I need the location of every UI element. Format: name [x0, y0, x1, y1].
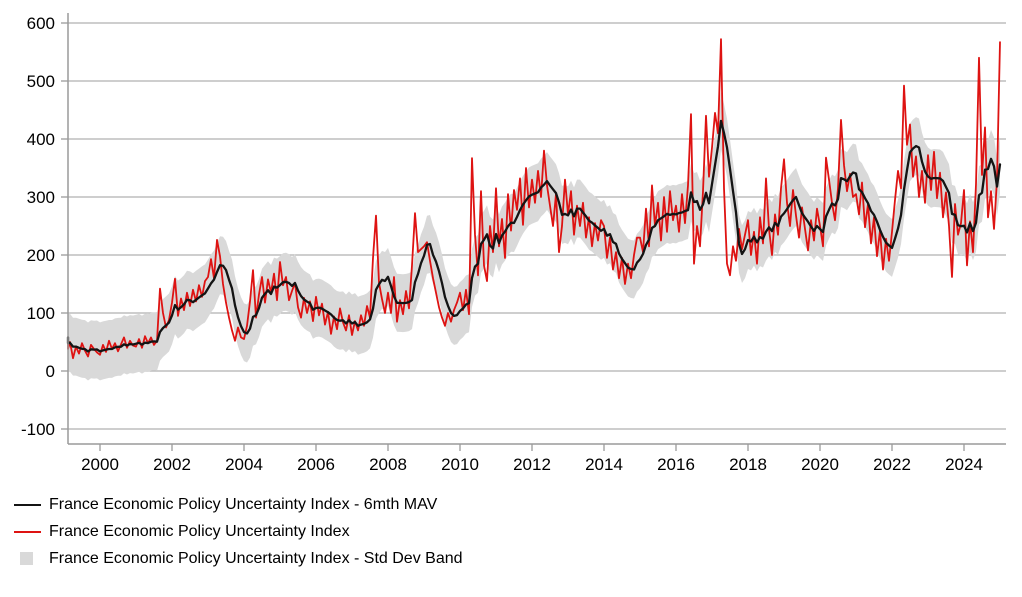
- x-tick-label: 2004: [225, 455, 263, 474]
- epu-index-line: [67, 38, 1001, 360]
- y-tick-label: 400: [27, 130, 55, 149]
- x-tick-label: 2006: [297, 455, 335, 474]
- x-tick-label: 2000: [81, 455, 119, 474]
- x-tick-label: 2002: [153, 455, 191, 474]
- x-tick-label: 2020: [801, 455, 839, 474]
- epu-chart: 600 500 400 300 200 100 0 -100 2000 2002 2004 2006 2…: [21, 13, 1006, 474]
- swatch-box: [14, 552, 47, 565]
- legend-item-index: France Economic Policy Uncertainty Index: [14, 518, 463, 545]
- y-tick-label: 0: [46, 362, 55, 381]
- legend-label-mav: France Economic Policy Uncertainty Index…: [49, 495, 438, 513]
- x-tick-label: 2008: [369, 455, 407, 474]
- y-tick-label: 300: [27, 188, 55, 207]
- x-tick-label: 2022: [873, 455, 911, 474]
- y-tick-label: 600: [27, 14, 55, 33]
- y-tick-label: -100: [21, 420, 55, 439]
- legend-item-band: France Economic Policy Uncertainty Index…: [14, 545, 463, 572]
- x-tick-label: 2018: [729, 455, 767, 474]
- chart-legend: France Economic Policy Uncertainty Index…: [14, 491, 463, 572]
- std-dev-band: [68, 91, 1000, 381]
- epu-mav-line: [66, 119, 1002, 353]
- legend-label-band: France Economic Policy Uncertainty Index…: [49, 549, 463, 567]
- legend-label-index: France Economic Policy Uncertainty Index: [49, 522, 350, 540]
- x-tick-label: 2010: [441, 455, 479, 474]
- x-tick-label: 2012: [513, 455, 551, 474]
- x-tick-label: 2024: [945, 455, 983, 474]
- y-tick-label: 500: [27, 72, 55, 91]
- x-tick-label: 2014: [585, 455, 623, 474]
- swatch-box: [14, 503, 47, 506]
- y-tick-label: 200: [27, 246, 55, 265]
- swatch-box: [14, 530, 47, 533]
- x-tick-label: 2016: [657, 455, 695, 474]
- index-line-swatch: [14, 530, 41, 533]
- std-dev-band-swatch: [20, 552, 33, 565]
- mav-line-swatch: [14, 503, 41, 506]
- y-tick-label: 100: [27, 304, 55, 323]
- legend-item-mav: France Economic Policy Uncertainty Index…: [14, 491, 463, 518]
